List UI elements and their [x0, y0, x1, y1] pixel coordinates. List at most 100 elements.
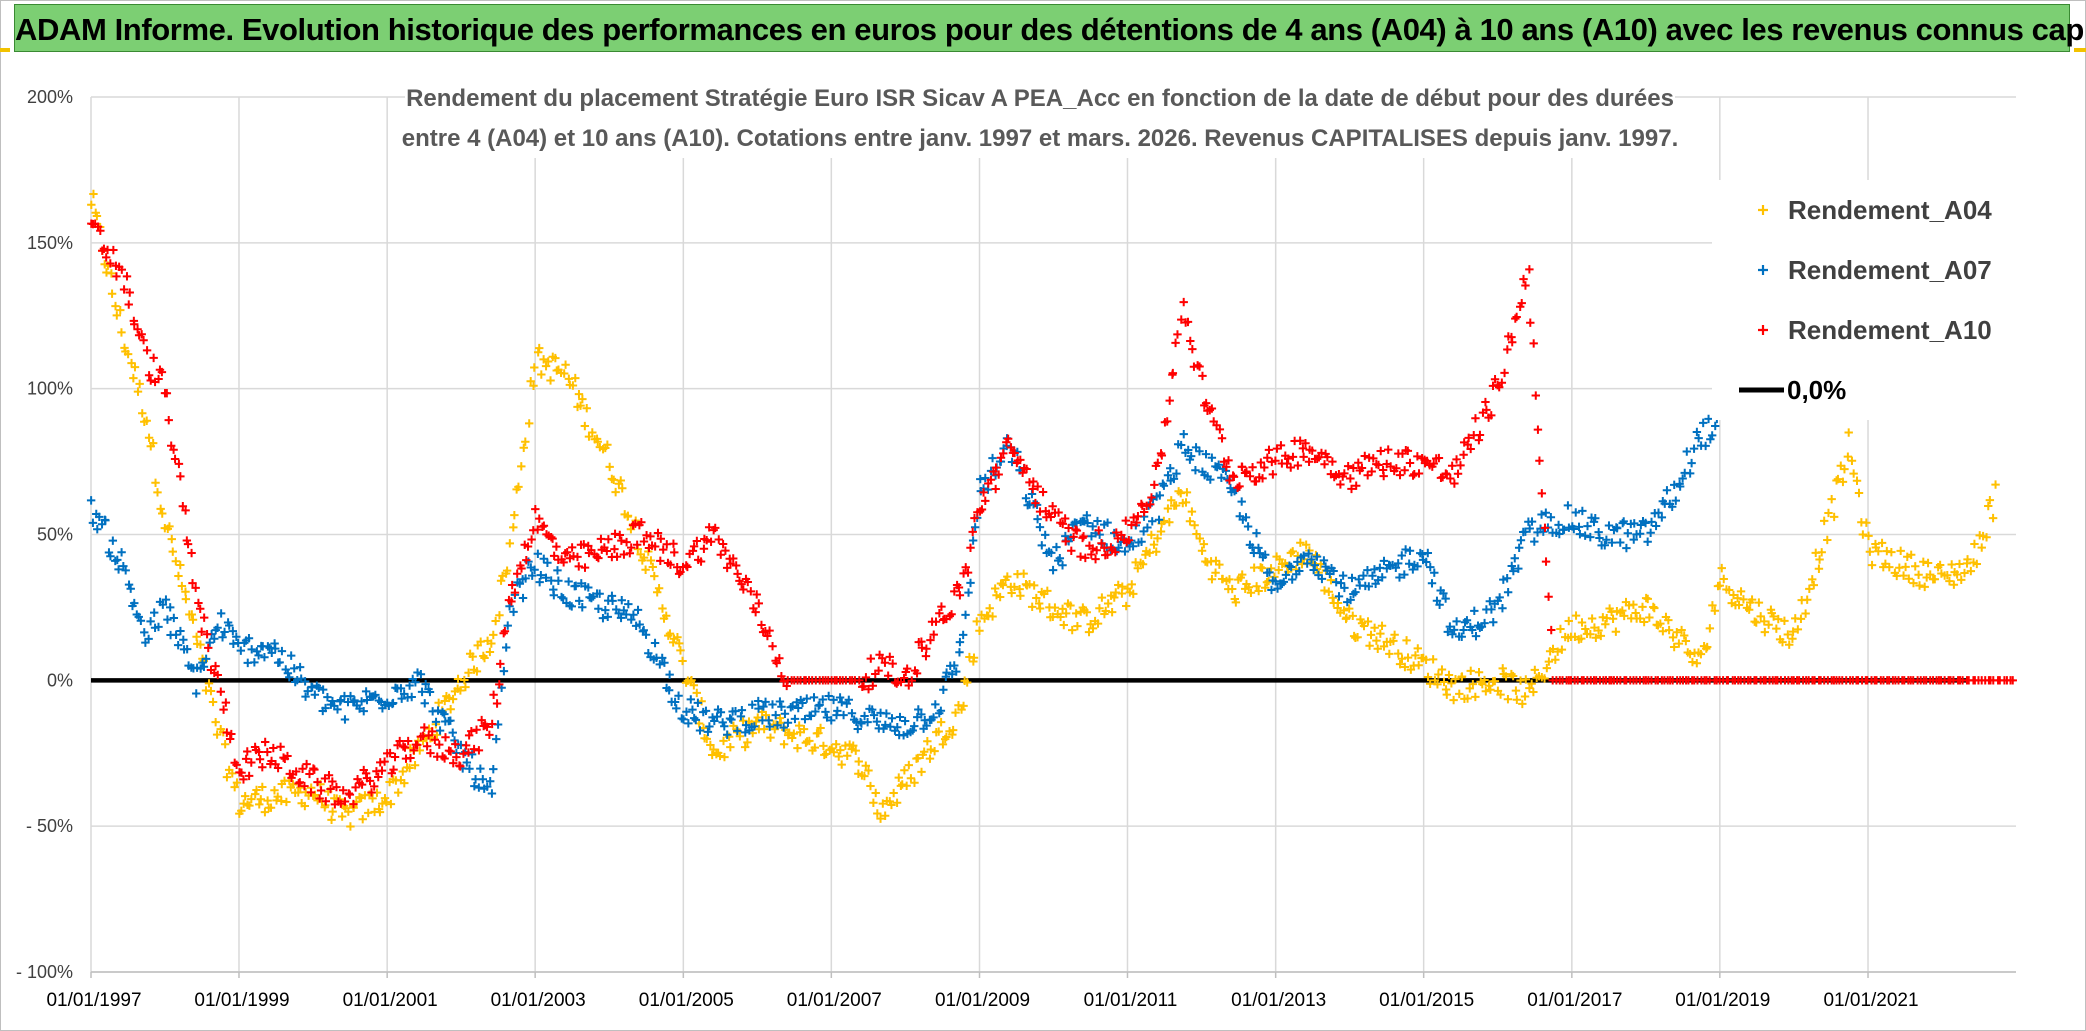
data-point-rendement_a04: [1451, 674, 1460, 684]
data-point-rendement_a04: [1061, 609, 1071, 618]
data-point-rendement_a07: [1575, 529, 1585, 539]
data-point-rendement_a07: [835, 693, 845, 702]
data-point-rendement_a07: [158, 600, 168, 609]
data-point-rendement_a07: [1641, 518, 1650, 528]
data-point-rendement_a04: [1434, 670, 1443, 679]
data-point-rendement_a10: [1006, 443, 1016, 452]
data-point-rendement_a04: [1104, 599, 1113, 608]
data-point-rendement_a04: [962, 678, 972, 687]
data-point-rendement_a04: [1796, 614, 1806, 624]
data-point-rendement_a04: [1376, 629, 1385, 638]
data-point-rendement_a07: [658, 653, 667, 663]
data-point-rendement_a10: [367, 788, 376, 797]
data-point-rendement_a07: [1457, 632, 1466, 641]
data-point-rendement_a04: [1710, 606, 1720, 615]
data-point-rendement_a10: [461, 741, 471, 750]
data-point-rendement_a10: [782, 681, 791, 691]
data-point-rendement_a10: [859, 681, 868, 691]
data-point-rendement_a07: [733, 726, 742, 736]
data-point-rendement_a07: [584, 583, 593, 592]
data-point-rendement_a04: [779, 740, 789, 749]
data-point-rendement_a07: [271, 644, 280, 653]
data-point-rendement_a04: [92, 211, 102, 221]
data-point-rendement_a10: [1349, 463, 1358, 473]
data-point-rendement_a04: [487, 639, 496, 648]
data-point-rendement_a04: [196, 640, 205, 649]
data-point-rendement_a07: [617, 596, 626, 605]
data-point-rendement_a04: [539, 355, 548, 364]
x-tick-label: 01/01/2021: [1823, 990, 1918, 1011]
data-point-rendement_a07: [1172, 469, 1181, 478]
data-point-rendement_a07: [829, 695, 838, 705]
data-point-rendement_a04: [1858, 530, 1868, 539]
data-point-rendement_a10: [313, 777, 322, 787]
data-point-rendement_a10: [241, 754, 251, 764]
data-point-rendement_a07: [350, 696, 359, 705]
data-point-rendement_a04: [1577, 618, 1587, 627]
data-point-rendement_a07: [660, 658, 669, 667]
data-point-rendement_a07: [295, 662, 305, 672]
data-point-rendement_a04: [1231, 598, 1241, 607]
data-point-rendement_a04: [258, 782, 267, 792]
data-point-rendement_a07: [173, 640, 183, 650]
data-point-rendement_a07: [361, 687, 371, 696]
data-point-rendement_a10: [400, 743, 410, 752]
data-point-rendement_a10: [202, 629, 212, 639]
data-point-rendement_a10: [244, 771, 254, 781]
data-point-rendement_a10: [926, 635, 935, 645]
data-point-rendement_a07: [1217, 473, 1226, 483]
data-point-rendement_a07: [1206, 475, 1215, 484]
data-point-rendement_a04: [1887, 547, 1896, 557]
data-point-rendement_a07: [205, 638, 214, 647]
data-point-rendement_a04: [1027, 602, 1037, 612]
data-point-rendement_a07: [130, 598, 139, 608]
data-point-rendement_a04: [358, 815, 367, 824]
data-point-rendement_a10: [902, 664, 912, 673]
data-point-rendement_a07: [1687, 458, 1696, 468]
data-point-rendement_a04: [1817, 548, 1826, 557]
data-point-rendement_a04: [167, 534, 176, 544]
data-point-rendement_a10: [305, 769, 314, 779]
data-point-rendement_a10: [1429, 459, 1438, 468]
data-point-rendement_a10: [899, 673, 909, 683]
data-point-rendement_a04: [930, 746, 939, 756]
data-point-rendement_a04: [1805, 584, 1814, 594]
data-point-rendement_a07: [263, 642, 273, 651]
data-point-rendement_a04: [1163, 504, 1173, 513]
data-point-rendement_a07: [554, 576, 563, 585]
data-point-rendement_a04: [1197, 546, 1207, 555]
data-point-rendement_a10: [539, 521, 549, 530]
data-point-rendement_a10: [1132, 518, 1141, 527]
data-point-rendement_a04: [1557, 645, 1567, 654]
data-point-rendement_a07: [853, 724, 862, 734]
data-point-rendement_a07: [1336, 578, 1346, 588]
data-point-rendement_a04: [902, 781, 911, 790]
data-point-rendement_a04: [434, 698, 443, 707]
data-point-rendement_a10: [1069, 532, 1078, 542]
data-point-rendement_a04: [1138, 560, 1148, 569]
data-point-rendement_a07: [621, 610, 631, 619]
data-point-rendement_a10: [1195, 362, 1204, 371]
data-point-rendement_a04: [144, 433, 154, 442]
data-point-rendement_a07: [936, 706, 946, 715]
data-point-rendement_a07: [720, 722, 729, 731]
data-point-rendement_a04: [1050, 603, 1060, 612]
data-point-rendement_a04: [228, 769, 237, 778]
data-point-rendement_a04: [551, 353, 560, 363]
data-point-rendement_a10: [1384, 445, 1393, 454]
data-point-rendement_a07: [790, 714, 800, 724]
data-point-rendement_a07: [1041, 530, 1050, 540]
data-point-rendement_a04: [300, 801, 310, 811]
data-point-rendement_a04: [1071, 609, 1081, 618]
data-point-rendement_a07: [126, 584, 135, 593]
data-point-rendement_a07: [818, 695, 827, 704]
data-point-rendement_a10: [369, 782, 379, 791]
data-point-rendement_a10: [144, 371, 154, 380]
data-point-rendement_a07: [587, 593, 596, 603]
data-point-rendement_a10: [617, 536, 626, 545]
data-point-rendement_a04: [1133, 564, 1143, 573]
data-point-rendement_a07: [695, 726, 705, 735]
data-point-rendement_a04: [1127, 580, 1136, 589]
data-point-rendement_a04: [1802, 595, 1812, 604]
data-point-rendement_a04: [582, 404, 591, 413]
